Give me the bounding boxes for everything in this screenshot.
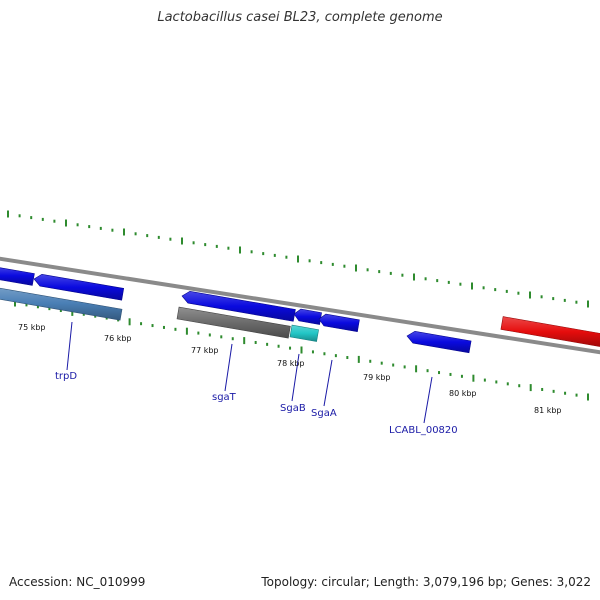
gene-sgaa-arrow[interactable] (318, 313, 360, 333)
scale-label-76-kbp: 76 kbp (104, 334, 132, 343)
gene-red-arrow[interactable] (500, 316, 600, 347)
scale-label-77-kbp: 77 kbp (191, 346, 219, 355)
gene-sgat-label[interactable]: sgaT (212, 392, 237, 403)
gene-lcabl-00820-arrow[interactable] (406, 330, 472, 354)
scale-label-81-kbp: 81 kbp (534, 406, 562, 415)
gene-sgaa-leader-line (323, 359, 333, 407)
gene-sgab-label[interactable]: SgaB (280, 403, 306, 414)
accession-text: Accession: NC_010999 (9, 575, 146, 589)
gene-left-edge-arrow[interactable] (0, 266, 35, 286)
map-title: Lactobacillus casei BL23, complete genom… (157, 10, 443, 25)
gene-sgat-leader-line (224, 343, 233, 392)
scale-label-80-kbp: 80 kbp (449, 389, 477, 398)
scale-label-79-kbp: 79 kbp (363, 373, 391, 382)
scale-tick-labels: 75 kbp 76 kbp 77 kbp 78 kbp 79 kbp 80 kbp 81 k… (18, 323, 562, 415)
gene-sgaa-label[interactable]: SgaA (311, 408, 337, 419)
gene-trpd-label[interactable]: trpD (55, 371, 77, 382)
gene-trpd-arrow[interactable] (0, 287, 123, 321)
topology-summary: Topology: circular; Length: 3,079,196 bp… (261, 575, 591, 589)
gene-features (0, 266, 600, 354)
gene-lcabl-00820-label[interactable]: LCABL_00820 (389, 425, 458, 436)
gene-small-upper-arrow[interactable] (293, 308, 322, 325)
backbone-line (0, 256, 600, 355)
gene-before-trpd-arrow[interactable] (33, 273, 125, 301)
scale-ticks (7, 210, 589, 401)
scale-label-75-kbp: 75 kbp (18, 323, 46, 332)
gene-labels: trpD sgaT SgaB SgaA LCABL_00820 (55, 321, 458, 436)
scale-label-78-kbp: 78 kbp (277, 359, 305, 368)
gene-sgat-arrow[interactable] (176, 306, 291, 339)
gene-sgab-arrow[interactable] (289, 324, 319, 342)
genome-backbone (0, 256, 600, 355)
gene-upper-mid-arrow[interactable] (181, 290, 296, 322)
gene-trpd-leader-line (66, 321, 73, 371)
gene-sgab-leader-line (291, 353, 300, 402)
gene-lcabl-00820-leader-line (423, 376, 433, 424)
